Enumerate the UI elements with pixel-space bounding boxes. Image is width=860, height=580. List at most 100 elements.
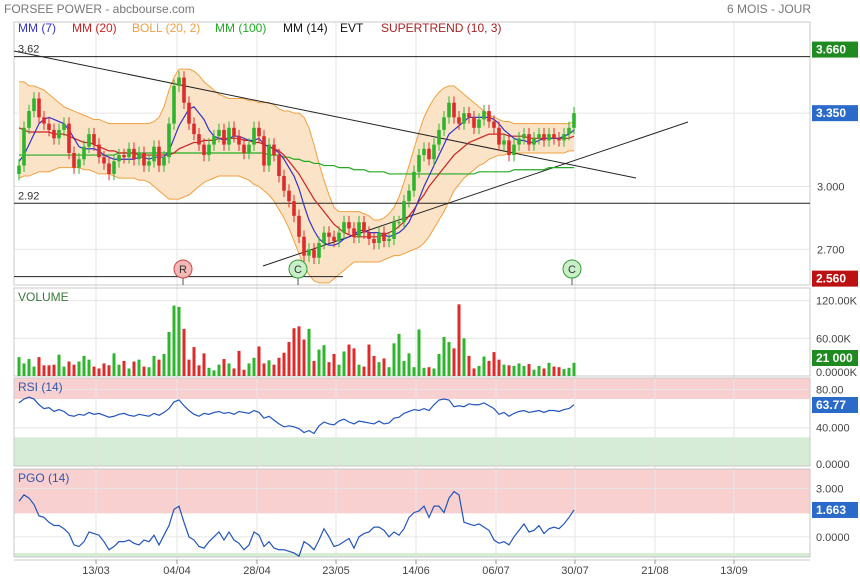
candle-body: [252, 127, 256, 145]
volume-bar: [77, 361, 81, 376]
volume-bar: [27, 359, 31, 376]
volume-bar: [152, 355, 156, 376]
candle-body: [417, 155, 421, 172]
event-marker: [288, 259, 308, 279]
candle-body: [102, 157, 106, 164]
volume-bar: [532, 369, 536, 376]
volume-bar: [192, 347, 196, 376]
volume-bar: [237, 350, 241, 376]
volume-bar: [517, 363, 521, 376]
candle-body: [337, 232, 341, 241]
event-marker: [562, 259, 582, 279]
price-badge-last: 3.350: [816, 106, 846, 120]
volume-bar: [527, 364, 531, 376]
pgo-line: [18, 490, 575, 558]
candle-body: [232, 127, 236, 137]
candle-body: [167, 123, 171, 158]
volume-bar: [117, 364, 121, 376]
candle-body: [357, 222, 361, 237]
volume-bar: [82, 355, 86, 376]
candle-body: [57, 129, 61, 139]
candle-body: [462, 113, 466, 124]
panel-frame-rsi: [13, 377, 811, 467]
candle-body: [32, 98, 36, 112]
candle-body: [432, 144, 436, 160]
event-marker-label: R: [179, 264, 187, 276]
panel-frame-price: [13, 21, 811, 286]
legend-item: SUPERTREND (10, 3): [381, 21, 501, 35]
pgo-oversold-zone: [14, 552, 810, 557]
candle-body: [62, 123, 66, 130]
candle-body: [542, 134, 546, 141]
volume-bar: [52, 364, 56, 376]
volume-bar: [377, 362, 381, 376]
candle-body: [47, 123, 51, 130]
candle-body: [322, 232, 326, 244]
candle-body: [427, 148, 431, 160]
rsi-y-tick: 40.000: [816, 423, 850, 435]
volume-y-tick: 60.00K: [816, 333, 852, 345]
volume-bar: [157, 359, 161, 376]
candles: [17, 71, 576, 265]
candle-body: [192, 123, 196, 135]
volume-bar: [202, 353, 206, 376]
candle-body: [147, 161, 151, 166]
legend-item: EVT: [340, 21, 364, 35]
volume-bar: [177, 306, 181, 376]
volume-bar: [172, 305, 176, 376]
candle-body: [92, 134, 96, 145]
volume-bar: [62, 366, 66, 376]
volume-y-tick: 0.0000K: [816, 367, 858, 379]
rsi-line: [18, 396, 575, 435]
volume-bar: [522, 365, 526, 376]
candle-body: [187, 102, 191, 124]
grid: [14, 22, 810, 560]
hline-label: 2.92: [18, 190, 39, 202]
x-tick-label: 30/07: [561, 565, 589, 577]
candle-body: [472, 117, 476, 128]
candle-body: [82, 146, 86, 160]
x-tick-label: 28/04: [243, 565, 271, 577]
candle-body: [267, 144, 271, 166]
candle-body: [292, 201, 296, 216]
volume-bar: [417, 329, 421, 376]
volume-label: VOLUME: [18, 290, 69, 304]
volume-bar: [17, 357, 21, 376]
volume-bar: [537, 365, 541, 376]
volume-bar: [272, 364, 276, 376]
candle-body: [377, 232, 381, 244]
volume-bar: [252, 357, 256, 376]
volume-bar: [487, 360, 491, 376]
volume-bar: [392, 343, 396, 376]
volume-bar: [567, 367, 571, 376]
candle-body: [127, 148, 131, 158]
candle-body: [552, 134, 556, 139]
legend-item: BOLL (20, 2): [132, 21, 200, 35]
volume-bar: [282, 352, 286, 376]
volume-bar: [287, 342, 291, 376]
x-tick-label: 21/08: [641, 565, 669, 577]
candle-body: [77, 159, 81, 168]
price-badge-last-bg: [812, 105, 858, 122]
volume-bar: [507, 365, 511, 376]
candle-body: [327, 232, 331, 237]
price-badge-low-bg: [812, 270, 858, 287]
candle-body: [107, 163, 111, 174]
candle-body: [137, 152, 141, 160]
bollinger-lower-line: [18, 150, 574, 284]
volume-bar: [492, 352, 496, 376]
candle-body: [317, 243, 321, 258]
volume-bar: [562, 369, 566, 376]
volume-bar: [362, 366, 366, 376]
candle-body: [197, 134, 201, 145]
candle-body: [467, 113, 471, 118]
candle-body: [152, 146, 156, 162]
candle-body: [397, 222, 401, 224]
volume-bar: [87, 359, 91, 376]
candle-body: [332, 236, 336, 241]
candle-body: [52, 129, 56, 139]
candle-body: [437, 129, 441, 145]
candle-body: [567, 127, 571, 135]
volume-bar: [267, 360, 271, 376]
